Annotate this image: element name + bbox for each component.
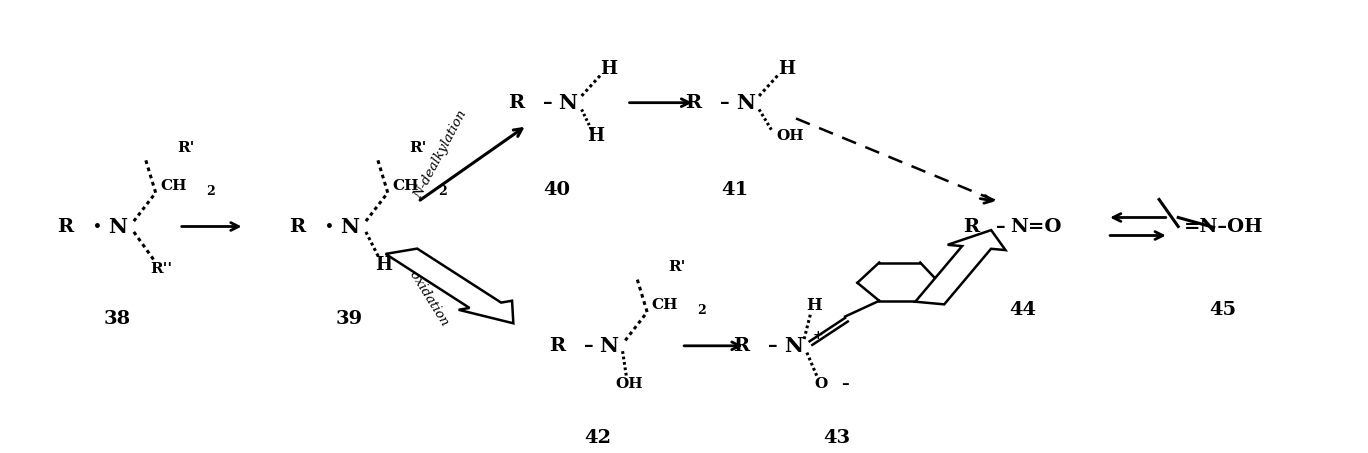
Text: 2: 2 (698, 304, 706, 317)
Text: 40: 40 (543, 182, 570, 199)
Text: H: H (778, 60, 795, 78)
Text: H: H (601, 60, 617, 78)
Text: N: N (736, 93, 755, 113)
Text: –: – (584, 337, 594, 355)
Text: N=O: N=O (1011, 217, 1062, 236)
Text: OH: OH (616, 377, 643, 391)
Text: N: N (599, 336, 618, 356)
Text: 2: 2 (438, 185, 447, 198)
Text: R'': R'' (150, 262, 172, 276)
Polygon shape (386, 249, 513, 323)
Text: H: H (806, 297, 822, 314)
Text: –: – (543, 94, 553, 112)
Text: –: – (996, 217, 1005, 236)
Text: N-oxidation: N-oxidation (398, 255, 451, 328)
Text: R: R (963, 217, 978, 236)
Text: CH: CH (160, 179, 186, 193)
Text: R: R (290, 217, 305, 236)
Text: •: • (93, 220, 101, 233)
Text: =N–OH: =N–OH (1183, 217, 1263, 236)
Polygon shape (915, 230, 1005, 304)
Text: 42: 42 (584, 429, 611, 447)
Text: 39: 39 (337, 310, 363, 328)
Text: N: N (558, 93, 577, 113)
Text: +: + (813, 329, 824, 342)
Text: N-dealkylation: N-dealkylation (412, 108, 469, 201)
Text: R: R (508, 94, 524, 112)
Text: R': R' (409, 141, 427, 155)
Text: O: O (814, 377, 828, 391)
Text: 38: 38 (104, 310, 131, 328)
Text: 44: 44 (1010, 301, 1036, 319)
Text: –: – (767, 337, 777, 355)
Text: R': R' (669, 260, 685, 274)
Text: R: R (549, 337, 565, 355)
Text: CH: CH (393, 179, 419, 193)
Text: R: R (685, 94, 702, 112)
Text: OH: OH (777, 130, 804, 144)
Text: –: – (841, 377, 850, 391)
Text: 45: 45 (1209, 301, 1237, 319)
Text: H: H (375, 256, 393, 274)
Text: •: • (324, 220, 334, 233)
Text: H: H (587, 127, 603, 145)
Text: 43: 43 (824, 429, 851, 447)
Text: R: R (733, 337, 750, 355)
Text: N: N (108, 217, 127, 236)
Text: 41: 41 (721, 182, 748, 199)
Text: R': R' (176, 141, 194, 155)
Text: CH: CH (651, 298, 679, 312)
Text: 2: 2 (207, 185, 215, 198)
Text: N: N (784, 336, 803, 356)
Text: N: N (341, 217, 358, 236)
Text: R: R (57, 217, 74, 236)
Text: –: – (720, 94, 729, 112)
